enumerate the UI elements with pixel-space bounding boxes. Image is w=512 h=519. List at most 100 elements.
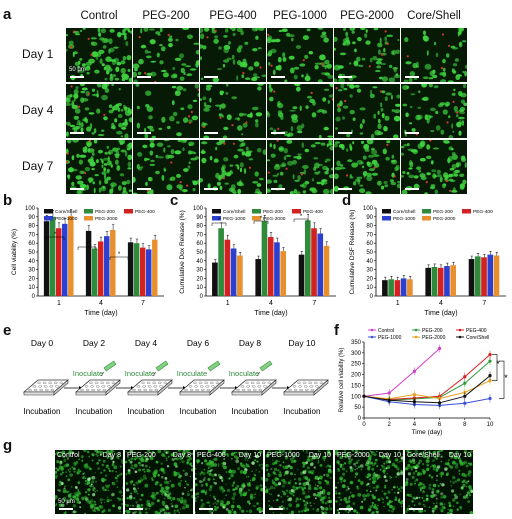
legend-label-peg-2000: PEG-2000 [422,335,446,341]
legend-swatch-core-shell [44,209,53,214]
micrograph-day-1-peg-2000 [334,28,400,82]
y-tick-label: 350 [351,340,362,346]
y-tick-label: 80 [366,224,373,230]
panel-b-cell-viability-chart: 0 10 20 30 40 50 60 70 80 90 100 1 4 7 Time (day) Cell … [11,206,164,317]
panel-label-b: b [3,192,13,209]
culture-plate [178,379,226,396]
y-tick-label: 100 [25,206,36,212]
micrograph-day-7-control [66,140,132,194]
y-tick-label: 300 [351,351,362,357]
micrograph-day-1-peg-200 [133,28,199,82]
micrograph-day: Day 10 [378,452,401,459]
bar-peg-400-day-1 [394,280,401,296]
bar-peg-400-day-4 [267,237,274,296]
scale-bar [204,188,218,190]
micrograph-g-core-shell: Core/Shell Day 10 [405,450,473,514]
y-tick-label: 200 [351,373,362,379]
legend-marker-core-shell [458,335,462,339]
bar-core-shell-day-1 [212,262,218,296]
micrograph-g-peg-2000: PEG-2000 Day 10 [335,450,403,514]
bar-peg-2000-day-7 [323,245,330,296]
panel-label-c: c [170,192,179,209]
bar-peg-1000-day-7 [146,249,152,296]
micrograph-day: Day 8 [102,452,121,459]
point-control [387,391,391,395]
y-tick-label: 20 [196,276,203,282]
point-core-shell [412,400,416,404]
y-tick-label: 60 [28,241,35,247]
y-tick-label: 100 [351,394,362,400]
micrograph-day-1-peg-400 [200,28,266,82]
micrograph-g-peg-400: PEG-400 Day 10 [195,450,263,514]
day-label-day-0: Day 0 [31,338,53,348]
incubation-label: Incubation [128,407,165,416]
legend-marker-peg-400 [458,328,462,332]
point-core-shell [362,394,366,398]
y-tick-label: 90 [196,215,203,221]
panel-label-a: a [3,6,12,23]
bar-peg-1000-day-1 [62,223,68,296]
column-header-peg-2000: PEG-2000 [340,10,394,22]
micrograph-day-1-core-shell [401,28,467,82]
day-label-day-10: Day 10 [289,338,316,348]
y-axis-label: Cumulative DSF Release (%) [349,210,356,295]
panel-c-dox-release-chart: 0 10 20 30 40 50 60 70 80 90 100 1 4 7 Time (day) Cumul… [179,206,336,317]
y-tick-label: 40 [366,259,373,265]
panel-label-d: d [342,192,352,209]
bar-peg-1000-day-4 [274,242,280,296]
micrograph-title: PEG-2000 [337,452,370,459]
point-peg-1000 [463,401,467,405]
y-tick-label: 90 [366,215,373,221]
column-header-control: Control [80,10,118,22]
bar-peg-400-day-7 [311,228,317,296]
legend-swatch-peg-1000 [44,216,53,221]
y-axis-label: Relative cell viability (%) [339,348,345,413]
incubation-label: Incubation [180,407,217,416]
line-core-shell [363,375,491,404]
legend-swatch-peg-400 [292,209,301,214]
bar-peg-2000-day-1 [407,279,413,296]
culture-plate [22,379,70,396]
panel-label-e: e [3,322,12,339]
x-tick-label: 1 [396,300,400,307]
bar-peg-1000-day-4 [104,236,110,296]
y-tick-label: 20 [28,276,35,282]
scale-bar-label: 50 μm [69,67,86,73]
micrograph-day-4-control [66,84,132,138]
legend-swatch-core-shell [212,209,221,214]
significance-bracket [492,354,498,381]
x-tick-label: 7 [482,300,486,307]
legend-label-control: Control [378,328,394,334]
y-tick-label: 10 [196,285,203,291]
day-label-day-6: Day 6 [187,338,209,348]
y-tick-label: 80 [28,224,35,230]
syringe-icon [256,360,273,377]
legend-label-peg-400: PEG-400 [303,209,323,215]
line-peg-1000 [363,395,491,406]
micrograph-day-7-core-shell [401,140,467,194]
y-tick-label: 80 [196,224,203,230]
bar-peg-1000-day-1 [400,278,407,296]
scale-bar [271,76,285,78]
scale-bar [137,132,151,134]
micrograph-day-4-core-shell [401,84,467,138]
culture-plate [230,379,278,396]
y-axis-label: Cumulative Dox Release (%) [179,210,186,293]
y-tick-label: 50 [354,405,361,411]
y-tick-label: 30 [196,268,203,274]
bar-peg-200-day-7 [474,256,481,296]
bar-peg-200-day-7 [133,243,140,296]
significance-bracket [77,246,97,250]
legend-swatch-peg-200 [422,209,431,214]
bar-peg-1000-day-1 [230,248,237,296]
legend-label-core-shell: Core/Shell [223,209,245,215]
legend-marker-peg-2000 [414,335,418,339]
legend-label-peg-2000: PEG-2000 [263,216,286,222]
legend-label-peg-200: PEG-200 [95,209,115,215]
inoculate-label: Inoculate [177,369,207,378]
legend-label-core-shell: Core/Shell [55,209,77,215]
legend-swatch-peg-1000 [382,216,391,221]
legend-label-peg-200: PEG-200 [433,209,453,215]
point-peg-2000 [412,392,416,397]
point-peg-200 [488,359,492,363]
